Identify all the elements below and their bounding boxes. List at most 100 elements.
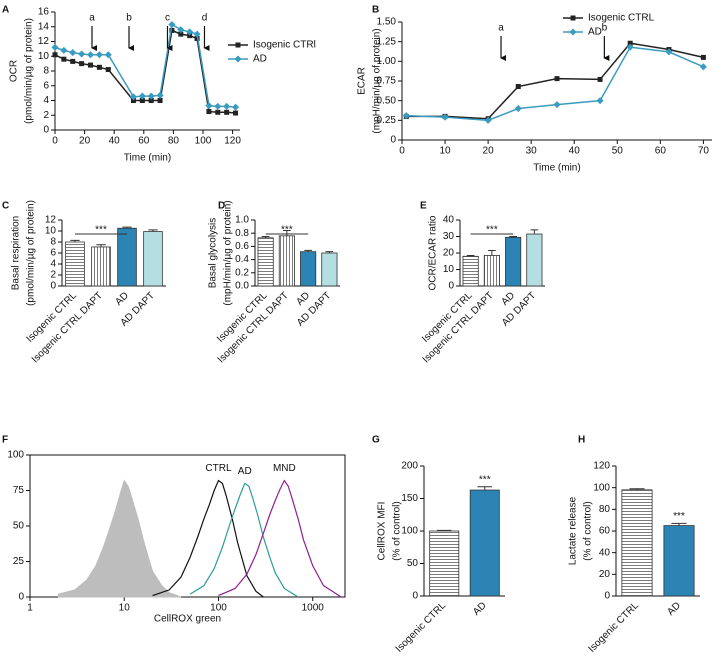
data-point bbox=[86, 51, 95, 59]
data-point bbox=[148, 98, 154, 103]
significance-label: *** bbox=[486, 225, 498, 236]
chart-panel: F 0 25 50 75 100 1 10 100 1000 CellROX green CTRL AD… bbox=[2, 435, 346, 625]
x-tick-label: 0 bbox=[52, 136, 58, 147]
series-label: MND bbox=[273, 463, 296, 474]
y-tick-label: 1.50 bbox=[377, 17, 397, 28]
bar bbox=[462, 255, 479, 287]
x-axis-label: Time (min) bbox=[124, 153, 171, 164]
data-point bbox=[700, 54, 706, 60]
x-tick-label: 30 bbox=[526, 146, 538, 157]
legend-label: AD bbox=[253, 54, 267, 65]
panel-letter: B bbox=[372, 5, 379, 16]
error-bar bbox=[122, 226, 132, 229]
data-point bbox=[484, 116, 492, 124]
y-tick-label: 0.2 bbox=[235, 267, 249, 278]
y-tick-label: 14 bbox=[38, 21, 50, 32]
panel-letter: H bbox=[578, 435, 585, 446]
x-tick-label: 20 bbox=[483, 146, 495, 157]
bar bbox=[526, 233, 543, 287]
data-point bbox=[626, 43, 634, 51]
y-axis-label: Basal respiration bbox=[11, 216, 22, 290]
y-tick-label: 100 bbox=[401, 526, 418, 537]
data-point bbox=[553, 101, 561, 109]
significance-label: *** bbox=[281, 225, 293, 236]
data-point bbox=[78, 50, 86, 58]
histogram-line bbox=[189, 482, 299, 598]
y-tick-label: 0.4 bbox=[235, 254, 249, 265]
y-tick-label: 0.8 bbox=[235, 228, 249, 239]
x-tick-label: AD bbox=[113, 290, 131, 308]
panel-letter: C bbox=[2, 201, 9, 212]
y-tick-label: 30 bbox=[443, 231, 455, 242]
error-bar bbox=[304, 249, 312, 252]
x-tick-label: 100 bbox=[210, 603, 227, 614]
legend-label: Isogenic CTRl bbox=[253, 40, 316, 51]
x-tick-label: 80 bbox=[168, 136, 180, 147]
data-point bbox=[88, 62, 94, 68]
bar bbox=[621, 489, 653, 597]
x-tick-label: 40 bbox=[109, 136, 121, 147]
y-tick-label: 60 bbox=[599, 526, 611, 537]
annotation-label: a bbox=[498, 23, 504, 34]
y-tick-label: 0.6 bbox=[235, 241, 249, 252]
data-point bbox=[214, 102, 222, 110]
x-tick-label: 10 bbox=[439, 146, 451, 157]
data-point bbox=[699, 63, 707, 71]
data-point bbox=[515, 84, 521, 90]
y-tick-label: 4 bbox=[50, 259, 56, 270]
y-tick-label: 0 bbox=[604, 591, 610, 602]
x-tick-label: AD bbox=[665, 600, 683, 618]
legend-marker bbox=[570, 15, 576, 21]
panel-letter: F bbox=[2, 435, 8, 446]
data-point bbox=[95, 51, 103, 59]
y-tick-label: 75 bbox=[13, 485, 25, 496]
chart-panel: B 0 0.25 0.50 0.75 1.00 1.25 1.50 ECAR (mpH/min/µ… bbox=[357, 5, 712, 174]
y-tick-label: 10 bbox=[38, 51, 50, 62]
bar bbox=[663, 525, 695, 597]
y-tick-label: 0 bbox=[43, 125, 49, 136]
data-point bbox=[147, 92, 155, 100]
y-tick-label: 0 bbox=[390, 135, 396, 146]
x-tick-label: 20 bbox=[79, 136, 91, 147]
chart-panel: H 0 20 40 60 80 100 120 Lactate release (% of con… bbox=[568, 435, 700, 655]
y-tick-label: 120 bbox=[593, 461, 610, 472]
histogram-area bbox=[57, 479, 182, 598]
data-point bbox=[104, 51, 112, 59]
data-point bbox=[224, 109, 230, 115]
panel-letter: G bbox=[372, 435, 380, 446]
y-tick-label: 40 bbox=[599, 547, 611, 558]
bar bbox=[505, 236, 522, 287]
data-point bbox=[168, 21, 176, 29]
x-tick-label: Isogenic CTRL bbox=[586, 600, 641, 655]
annotation-label: d bbox=[202, 13, 208, 24]
y-tick-label: 0.0 bbox=[235, 281, 249, 292]
data-point bbox=[205, 102, 213, 110]
error-bar bbox=[488, 250, 496, 256]
y-axis-label: CellROX MFI bbox=[377, 502, 388, 561]
data-point bbox=[157, 98, 163, 103]
y-tick-label: 16 bbox=[38, 7, 50, 18]
bar bbox=[143, 231, 163, 287]
y-tick-label: 0 bbox=[448, 281, 454, 292]
error-bar bbox=[629, 488, 645, 490]
legend-marker bbox=[234, 55, 242, 63]
data-point bbox=[206, 109, 212, 115]
data-point bbox=[52, 52, 58, 58]
data-point bbox=[169, 27, 175, 33]
data-point bbox=[79, 61, 85, 67]
data-point bbox=[178, 31, 184, 37]
legend-marker bbox=[569, 28, 577, 36]
significance-label: *** bbox=[673, 511, 685, 522]
y-tick-label: 150 bbox=[401, 493, 418, 504]
annotation-label: c bbox=[165, 13, 170, 24]
data-point bbox=[96, 64, 102, 70]
error-bar bbox=[509, 236, 517, 238]
data-point bbox=[61, 56, 67, 62]
data-point bbox=[514, 104, 522, 113]
data-point bbox=[223, 102, 231, 110]
data-point bbox=[665, 48, 673, 56]
legend-label: AD bbox=[588, 27, 602, 38]
y-tick-label: 40 bbox=[443, 215, 455, 226]
error-bar bbox=[96, 244, 106, 247]
